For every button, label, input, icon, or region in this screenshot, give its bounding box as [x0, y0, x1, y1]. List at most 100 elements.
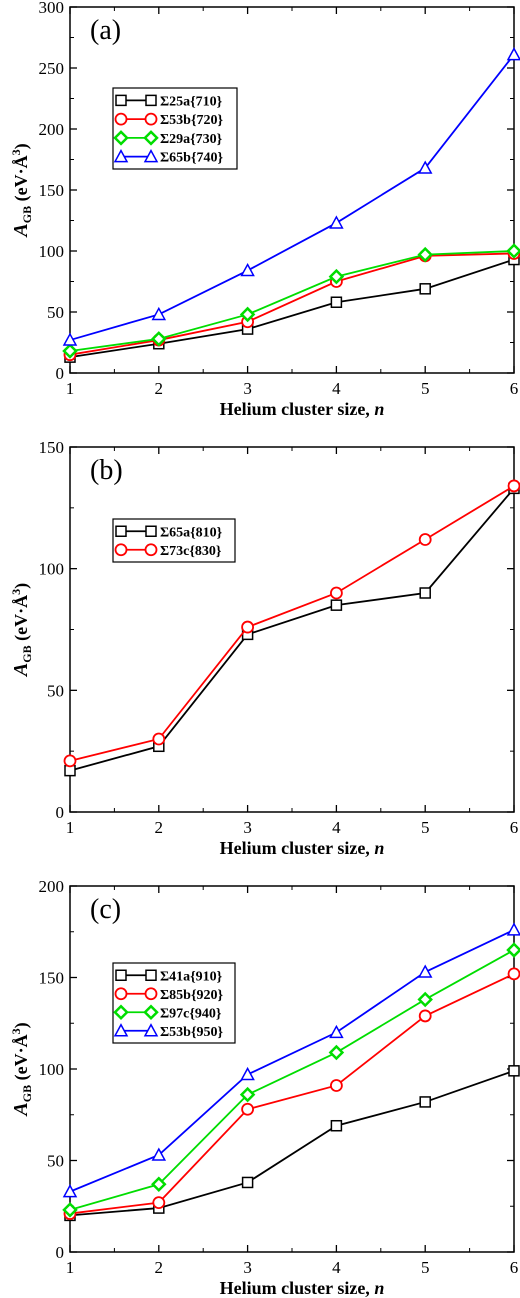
plot-frame	[69, 446, 515, 813]
y-axis-title-subscript: GB	[20, 206, 34, 223]
legend-marker	[145, 969, 157, 981]
data-point	[417, 246, 433, 263]
chart-panel-2: 0 50 100 150 1 2 3 4 5 6 Helium cluster size, n AGB…	[9, 438, 520, 858]
series-line	[69, 973, 515, 1215]
y-axis-title-close: )	[11, 143, 32, 149]
legend-label: Σ29a{730}	[160, 132, 223, 147]
y-axis-title-close: )	[11, 1022, 32, 1028]
legend-marker	[114, 987, 128, 1001]
series-1	[64, 253, 520, 363]
x-tick-label: 2	[155, 379, 164, 398]
x-tick-label: 1	[66, 818, 75, 837]
y-axis-title-symbol: A	[10, 663, 32, 678]
panel-label: (c)	[90, 894, 121, 925]
data-point	[506, 47, 520, 61]
legend-marker	[115, 525, 127, 537]
data-point	[418, 533, 432, 546]
data-point	[329, 1024, 344, 1039]
legend-marker	[113, 130, 129, 146]
legend-label: Σ65a{810}	[160, 525, 223, 540]
data-point	[62, 1202, 78, 1218]
legend-marker	[144, 987, 158, 1001]
legend-item: Σ53b{720}	[114, 112, 223, 128]
legend-item: Σ85b{920}	[114, 987, 223, 1003]
data-point	[507, 967, 520, 981]
data-point	[506, 243, 520, 259]
x-tick-label: 5	[421, 379, 430, 398]
legend-item: Σ65b{740}	[113, 149, 223, 166]
series-1	[64, 1065, 520, 1222]
y-axis-title-exponent: 3	[9, 589, 23, 595]
series-line	[69, 250, 515, 352]
y-tick-label: 300	[39, 0, 65, 17]
y-tick-label: 100	[39, 242, 65, 261]
legend-marker	[143, 1004, 159, 1021]
legend-marker	[114, 543, 128, 557]
x-tick-label: 6	[510, 379, 519, 398]
series-line	[69, 258, 515, 359]
legend: Σ65a{810} Σ73c{830}	[112, 518, 236, 563]
x-tick-label: 3	[243, 1258, 252, 1277]
x-axis-title: Helium cluster size, n	[220, 838, 385, 858]
series-line	[69, 485, 515, 762]
x-axis-title-text: Helium cluster size,	[220, 399, 375, 419]
x-axis-title: Helium cluster size, n	[220, 399, 385, 419]
series-line	[69, 1069, 515, 1217]
legend-marker	[143, 1023, 159, 1037]
legend-marker	[145, 94, 157, 107]
data-point	[240, 1066, 255, 1081]
legend-marker	[113, 1004, 129, 1021]
legend-marker	[143, 130, 159, 146]
series-line	[69, 487, 515, 772]
y-tick-label: 50	[47, 681, 64, 700]
y-tick-label: 100	[39, 1060, 65, 1079]
data-point	[508, 1065, 520, 1077]
legend-marker	[144, 543, 158, 557]
legend-label: Σ85b{920}	[160, 988, 223, 1003]
data-point	[152, 732, 166, 746]
data-point	[417, 964, 433, 978]
data-point	[240, 262, 255, 277]
x-tick-label: 6	[510, 1258, 519, 1277]
legend-box	[112, 518, 236, 563]
data-point	[330, 599, 343, 611]
legend-item: Σ73c{830}	[114, 543, 222, 559]
series-3	[62, 243, 520, 359]
legend-marker	[145, 525, 157, 537]
x-tick-label: 2	[155, 1258, 164, 1277]
data-point	[506, 922, 520, 936]
y-tick-label: 150	[39, 438, 65, 457]
series-4	[62, 47, 520, 346]
data-point	[507, 479, 520, 493]
legend-item: Σ97c{940}	[113, 1004, 222, 1021]
y-tick-label: 0	[56, 364, 65, 383]
legend-marker	[115, 94, 127, 107]
legend: Σ41a{910} Σ85b{920} Σ97c{940} Σ53b{950}	[112, 962, 236, 1044]
series-2	[63, 247, 520, 362]
y-axis-title-subscript: GB	[20, 645, 34, 662]
data-point	[330, 1119, 343, 1132]
series-4	[62, 922, 520, 1198]
y-tick-label: 200	[39, 120, 65, 139]
legend-item: Σ41a{910}	[115, 969, 223, 984]
data-point	[419, 1096, 431, 1108]
legend-marker	[143, 149, 159, 163]
data-point	[151, 306, 167, 321]
series-3	[62, 942, 520, 1218]
data-point	[329, 586, 343, 600]
data-point	[151, 1176, 167, 1193]
legend: Σ25a{710} Σ53b{720} Σ29a{730} Σ65b{740}	[112, 87, 238, 170]
legend-marker	[115, 969, 127, 981]
data-point	[330, 296, 343, 308]
legend-item: Σ53b{950}	[113, 1023, 223, 1040]
legend-item: Σ65a{810}	[115, 525, 223, 540]
y-axis-title-subscript: GB	[20, 1085, 34, 1102]
data-point	[151, 331, 167, 347]
y-axis-title-close: )	[11, 583, 32, 589]
y-axis-title: AGB (eV·Å3)	[9, 583, 34, 678]
y-axis-title-unit: (eV·Å	[11, 1034, 32, 1084]
y-axis-title-exponent: 3	[9, 1028, 23, 1034]
data-point	[241, 620, 255, 634]
series-line	[69, 949, 515, 1211]
data-point	[62, 332, 78, 346]
